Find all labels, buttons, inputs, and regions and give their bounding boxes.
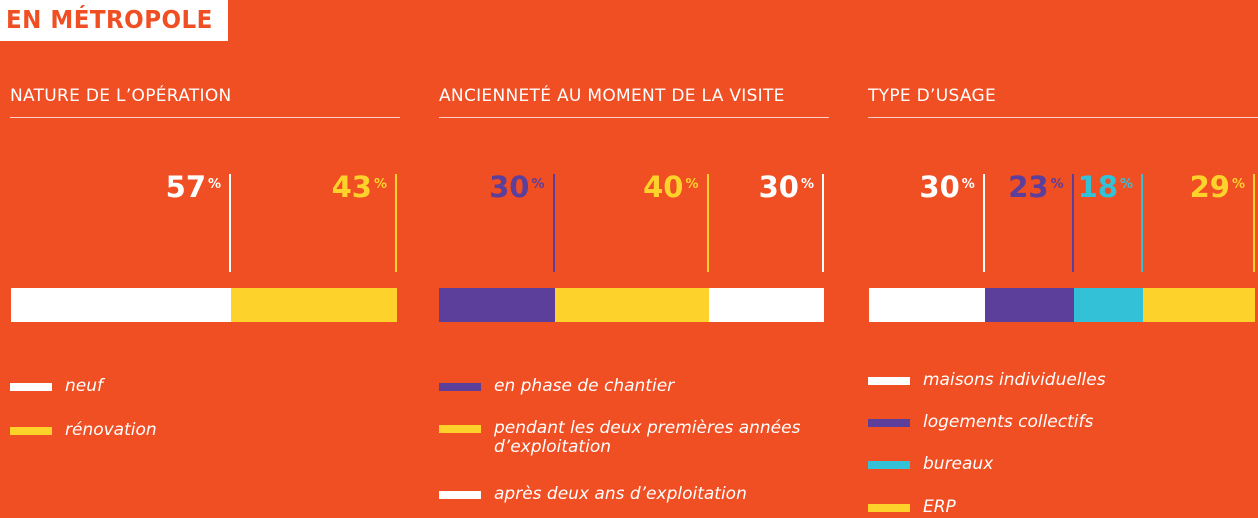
data-label: 30%	[759, 170, 814, 204]
legend-label: logements collectifs	[923, 412, 1094, 432]
segment-divider	[229, 174, 232, 272]
segment-divider	[1071, 174, 1074, 272]
data-label: 23%	[1008, 170, 1063, 204]
bar-segment	[11, 288, 232, 322]
chart-title: ANCIENNETÉ AU MOMENT DE LA VISITE	[439, 86, 785, 106]
percent-sign: %	[1050, 177, 1064, 192]
percent-sign: %	[961, 177, 975, 192]
bar-segment	[1073, 288, 1144, 322]
chart-panel-3: TYPE D’USAGE 30% 23% 18% 29% maisons individu…	[868, 0, 1258, 518]
data-label: 30%	[489, 170, 544, 204]
segment-divider	[822, 174, 824, 272]
percent-sign: %	[1231, 177, 1245, 192]
segment-divider	[982, 174, 985, 272]
bar-segment	[554, 288, 709, 322]
bar-segment	[231, 288, 397, 322]
data-label-value: 43	[331, 170, 372, 204]
legend-swatch	[868, 377, 910, 385]
legend-label: après deux ans d’exploitation	[494, 484, 747, 504]
title-rule	[868, 117, 1258, 118]
segment-divider	[395, 174, 397, 272]
header-tab: EN MÉTROPOLE	[0, 0, 228, 41]
legend-label: pendant les deux premières années d’expl…	[494, 418, 801, 457]
data-label-value: 29	[1189, 170, 1230, 204]
data-label-value: 18	[1077, 170, 1119, 204]
title-rule	[10, 117, 400, 118]
legend-swatch	[868, 504, 910, 512]
data-label: 29%	[1190, 170, 1245, 204]
legend-swatch	[10, 383, 52, 391]
data-label: 57%	[166, 170, 221, 204]
segment-divider	[1141, 174, 1144, 272]
data-label-value: 40	[643, 170, 684, 204]
segment-divider	[552, 174, 555, 272]
percent-sign: %	[531, 177, 545, 192]
percent-sign: %	[800, 177, 814, 192]
legend-swatch	[439, 491, 481, 499]
data-label-value: 30	[758, 170, 799, 204]
bar-segment	[1143, 288, 1255, 322]
legend-swatch	[439, 383, 481, 391]
segment-divider	[706, 174, 709, 272]
legend-label: ERP	[923, 497, 956, 517]
data-label-value: 23	[1008, 170, 1049, 204]
legend-label: neuf	[65, 376, 103, 396]
data-label: 40%	[643, 170, 698, 204]
data-label-value: 30	[489, 170, 530, 204]
percent-sign: %	[373, 177, 387, 192]
data-label-value: 30	[919, 170, 960, 204]
percent-sign: %	[1120, 177, 1134, 192]
title-rule	[439, 117, 829, 118]
legend-label: bureaux	[923, 454, 994, 474]
percent-sign: %	[685, 177, 699, 192]
bar-segment	[984, 288, 1074, 322]
percent-sign: %	[208, 177, 222, 192]
chart-panel-1: NATURE DE L’OPÉRATION 57% 43% neuf rénovatio…	[10, 0, 400, 518]
legend-swatch	[868, 461, 910, 469]
data-label-value: 57	[165, 170, 206, 204]
bar-segment	[708, 288, 824, 322]
legend-swatch	[868, 419, 910, 427]
bar-segment	[439, 288, 555, 322]
legend-swatch	[10, 427, 52, 435]
data-label: 18%	[1078, 170, 1133, 204]
legend-label: rénovation	[65, 420, 157, 440]
legend-label: en phase de chantier	[494, 376, 675, 396]
chart-panel-2: ANCIENNETÉ AU MOMENT DE LA VISITE 30% 40% 3…	[439, 0, 829, 518]
legend-swatch	[439, 425, 481, 433]
data-label: 30%	[919, 170, 974, 204]
legend-label: maisons individuelles	[923, 370, 1106, 390]
chart-title: TYPE D’USAGE	[868, 86, 997, 106]
data-label: 43%	[332, 170, 387, 204]
chart-title: NATURE DE L’OPÉRATION	[10, 86, 232, 106]
bar-segment	[869, 288, 985, 322]
page-title: EN MÉTROPOLE	[6, 5, 213, 34]
segment-divider	[1253, 174, 1255, 272]
